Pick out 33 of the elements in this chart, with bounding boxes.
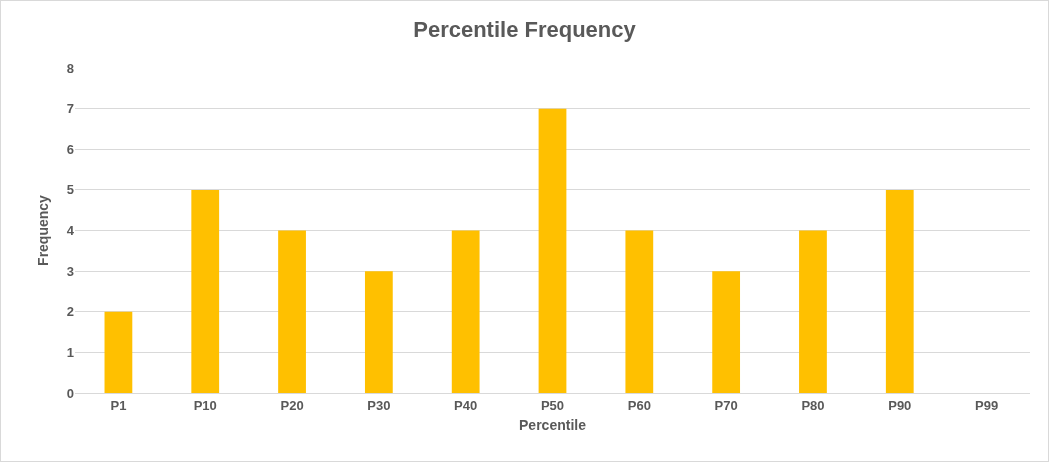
y-tick-label: 7 xyxy=(66,101,74,117)
x-tick-label: P40 xyxy=(454,397,478,413)
bar xyxy=(191,189,220,393)
y-tick-label: 4 xyxy=(66,223,75,239)
x-tick-label: P1 xyxy=(110,397,127,413)
x-axis-title: Percentile xyxy=(519,416,587,433)
x-tick-label: P99 xyxy=(975,397,999,413)
y-axis-title: Frequency xyxy=(35,194,52,266)
y-tick-label: 8 xyxy=(66,60,74,76)
bar xyxy=(364,271,393,393)
x-tick-label: P20 xyxy=(280,397,304,413)
bar xyxy=(278,230,306,393)
bar xyxy=(625,230,654,393)
y-tick-label: 5 xyxy=(66,182,74,198)
x-tick-label: P90 xyxy=(888,397,912,413)
bar xyxy=(712,271,741,393)
y-tick-label: 1 xyxy=(66,344,74,360)
x-tick-label: P80 xyxy=(801,397,825,413)
bar xyxy=(885,189,914,393)
x-tick-label: P10 xyxy=(193,397,217,413)
y-tick-label: 2 xyxy=(66,304,74,320)
x-tick-label: P30 xyxy=(367,397,391,413)
bar xyxy=(799,230,827,393)
x-tick-label: P50 xyxy=(540,397,565,413)
bar xyxy=(104,311,133,393)
bar xyxy=(451,230,480,393)
bar xyxy=(538,108,567,393)
y-tick-label: 3 xyxy=(66,263,74,279)
chart-title: Percentile Frequency xyxy=(413,17,637,43)
y-tick-label: 0 xyxy=(66,385,74,401)
x-tick-label: P60 xyxy=(627,397,651,413)
x-tick-label: P70 xyxy=(714,397,738,413)
y-tick-label: 6 xyxy=(66,141,74,157)
